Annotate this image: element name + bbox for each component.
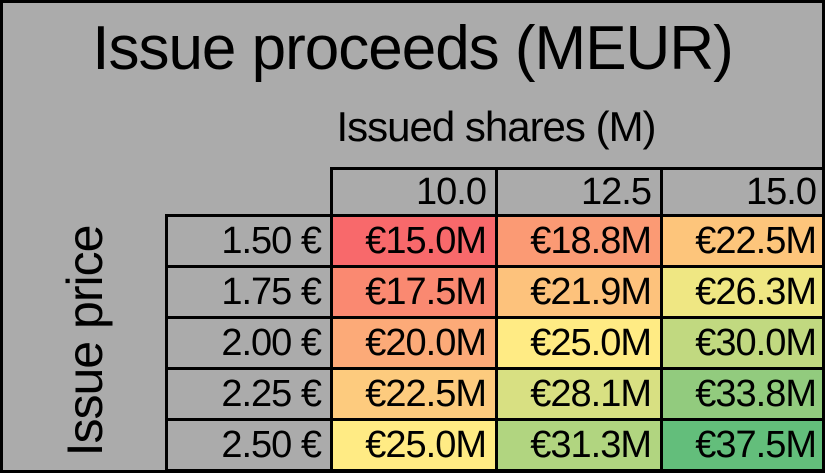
row-label-cell: 2.50 € xyxy=(165,418,333,470)
value-cell: €21.9M xyxy=(495,265,663,319)
value-cell: €15.0M xyxy=(330,214,498,268)
value-cell: €20.0M xyxy=(330,316,498,370)
column-header-cell: 15.0 xyxy=(660,167,822,217)
page-title: Issue proceeds (MEUR) xyxy=(92,14,734,83)
value-cell: €26.3M xyxy=(660,265,822,319)
value-cell: €37.5M xyxy=(660,418,822,470)
value-cell: €17.5M xyxy=(330,265,498,319)
corner-spacer xyxy=(167,169,332,216)
value-cell: €33.8M xyxy=(660,367,822,421)
value-cell: €25.0M xyxy=(495,316,663,370)
value-cell: €22.5M xyxy=(660,214,822,268)
table-row: 1.50 € €15.0M €18.8M €22.5M xyxy=(165,214,822,268)
table-row: 2.25 € €22.5M €28.1M €33.8M xyxy=(165,367,822,421)
columns-axis-title: Issued shares (M) xyxy=(336,103,656,150)
column-header-cell: 10.0 xyxy=(330,167,498,217)
value-cell: €30.0M xyxy=(660,316,822,370)
table-row: 2.00 € €20.0M €25.0M €30.0M xyxy=(165,316,822,370)
column-header-row: 10.0 12.5 15.0 xyxy=(167,167,822,217)
row-label-cell: 2.25 € xyxy=(165,367,333,421)
proceeds-table: 10.0 12.5 15.0 1.50 € €15.0M €18.8M €22.… xyxy=(165,167,822,470)
table-row: 2.50 € €25.0M €31.3M €37.5M xyxy=(165,418,822,470)
value-cell: €28.1M xyxy=(495,367,663,421)
row-label-cell: 1.50 € xyxy=(165,214,333,268)
value-cell: €22.5M xyxy=(330,367,498,421)
rows-axis-title: Issue price xyxy=(57,225,113,457)
table-row: 1.75 € €17.5M €21.9M €26.3M xyxy=(165,265,822,319)
row-label-cell: 1.75 € xyxy=(165,265,333,319)
value-cell: €18.8M xyxy=(495,214,663,268)
column-header-cell: 12.5 xyxy=(495,167,663,217)
row-label-cell: 2.00 € xyxy=(165,316,333,370)
value-cell: €25.0M xyxy=(330,418,498,470)
value-cell: €31.3M xyxy=(495,418,663,470)
